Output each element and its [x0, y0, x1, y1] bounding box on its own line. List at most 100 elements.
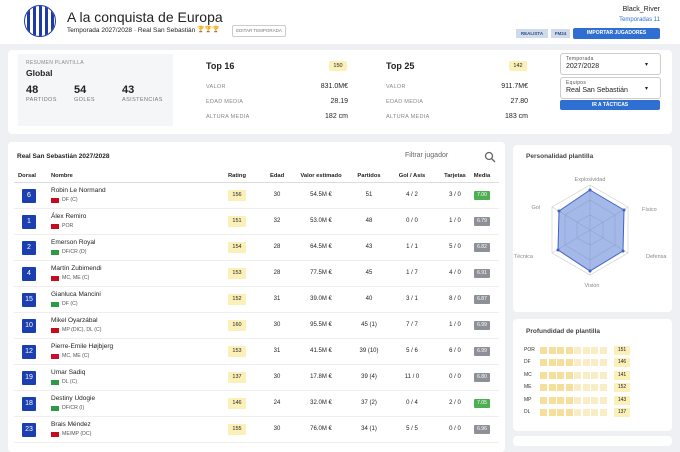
- cell: 8 / 0: [449, 296, 461, 302]
- depth-cell: [599, 371, 607, 379]
- depth-value: 146: [614, 358, 630, 368]
- cell: 64.5M €: [310, 244, 332, 250]
- player-name[interactable]: Brais Méndez: [51, 421, 91, 428]
- cell: 30: [273, 374, 281, 380]
- stat-label: GOLES: [74, 97, 95, 103]
- dorsal: 2: [22, 241, 36, 255]
- cell: 0 / 4: [406, 400, 418, 406]
- cell: 43: [365, 244, 373, 250]
- depth-cell: [599, 409, 607, 416]
- cell: 53.0M €: [310, 218, 332, 224]
- media: 6.87: [474, 295, 490, 304]
- cell: 1 / 0: [449, 218, 461, 224]
- row-rule: [14, 442, 499, 443]
- cell: 41.5M €: [310, 348, 332, 354]
- player-name[interactable]: Umar Sadiq: [51, 369, 86, 376]
- depth-pos: POR: [524, 347, 535, 353]
- depth-value: 141: [614, 370, 630, 380]
- player-name[interactable]: Robin Le Normand: [51, 187, 106, 194]
- search-icon[interactable]: [484, 151, 496, 163]
- cell: 0 / 0: [449, 426, 461, 432]
- seasons: Temporadas 11: [619, 17, 660, 23]
- player-name[interactable]: Destiny Udogie: [51, 395, 96, 402]
- player-name[interactable]: Álex Remiro: [51, 213, 87, 220]
- cell: 76.0M €: [310, 426, 332, 432]
- column-header[interactable]: Media: [473, 173, 491, 179]
- row-rule: [14, 208, 499, 209]
- cell: 0 / 0: [406, 218, 418, 224]
- stat-value: 43: [122, 84, 135, 96]
- season-select[interactable]: [560, 53, 661, 75]
- column-header[interactable]: Partidos: [357, 173, 381, 179]
- depth-value: 152: [614, 383, 630, 393]
- table-title: Real San Sebastián 2027/2028: [17, 153, 110, 160]
- depth-pos: DF: [524, 359, 531, 366]
- depth-cell: [591, 359, 598, 367]
- top-row-label: ALTURA MEDIA: [206, 114, 250, 120]
- cell: 1 / 0: [449, 322, 461, 328]
- rating: 151: [228, 216, 246, 227]
- cell: 28: [273, 244, 281, 250]
- column-header[interactable]: Valor estimado: [300, 173, 342, 179]
- depth-cell: [591, 347, 598, 354]
- top-row-label: ALTURA MEDIA: [386, 114, 430, 120]
- row-rule: [14, 312, 499, 313]
- dorsal: 4: [22, 267, 36, 281]
- depth-cell: [565, 371, 573, 379]
- edit-button[interactable]: EDITAR TEMPORADA: [232, 25, 286, 37]
- player-name[interactable]: Martín Zubimendi: [51, 265, 102, 272]
- depth-cell: [557, 409, 564, 416]
- top-row-value: 182 cm: [325, 113, 348, 120]
- top-row-label: VALOR: [206, 84, 226, 90]
- column-header: Dorsal: [18, 173, 37, 179]
- title: A la conquista de Europa: [67, 9, 223, 25]
- team-select[interactable]: [560, 77, 661, 99]
- radar-axis-label: Defensa: [646, 254, 667, 260]
- depth-cell: [540, 371, 547, 379]
- player-name[interactable]: Emerson Royal: [51, 239, 96, 246]
- depth-cell: [591, 409, 598, 416]
- import-button[interactable]: IMPORTAR JUGADORES: [573, 28, 660, 39]
- depth-cell: [599, 396, 607, 404]
- depth-cell: [548, 347, 556, 354]
- player-name[interactable]: Gianluca Mancini: [51, 291, 101, 298]
- row-rule: [14, 416, 499, 417]
- media: 6.96: [474, 425, 490, 434]
- player-name[interactable]: Mikel Oyarzábal: [51, 317, 98, 324]
- rating: 153: [228, 346, 246, 357]
- dorsal: 18: [22, 397, 36, 411]
- player-name[interactable]: Pierre-Emile Højbjerg: [51, 343, 114, 350]
- depth-cell: [540, 359, 547, 367]
- flag: [51, 406, 59, 411]
- column-header[interactable]: Gol / Asis: [398, 173, 426, 179]
- flag: [51, 250, 59, 255]
- column-header[interactable]: Edad: [270, 173, 285, 179]
- depth-cell: [574, 409, 581, 416]
- dorsal: 1: [22, 215, 36, 229]
- tactics-button[interactable]: IR A TÁCTICAS: [560, 100, 660, 110]
- position: DF (C): [62, 197, 78, 203]
- dorsal: 23: [22, 423, 36, 437]
- top-title: Top 25: [386, 61, 415, 71]
- cell: 28: [273, 270, 281, 276]
- column-header[interactable]: Rating: [227, 173, 247, 179]
- position: MC, ME (C): [62, 353, 90, 359]
- radar: [551, 184, 629, 276]
- cell: 1 / 7: [406, 270, 418, 276]
- depth-cell: [557, 384, 564, 392]
- depth-cell: [582, 396, 590, 404]
- season-value: 2027/2028: [566, 63, 600, 70]
- depth-cell: [548, 409, 556, 416]
- column-header[interactable]: Tarjetas: [444, 173, 466, 179]
- user: Black_River: [622, 6, 660, 13]
- players-card: [8, 142, 505, 452]
- cell: 3 / 1: [406, 296, 418, 302]
- depth-pos: MP: [524, 396, 532, 403]
- top-row-label: VALOR: [386, 84, 406, 90]
- depth-cell: [574, 384, 581, 392]
- filter-input[interactable]: Filtrar jugador: [405, 152, 449, 159]
- subtitle: Temporada 2027/2028 · Real San Sebastián: [67, 27, 196, 34]
- rating: 152: [228, 294, 246, 305]
- rating: 156: [228, 190, 246, 201]
- media: 6.82: [474, 243, 490, 252]
